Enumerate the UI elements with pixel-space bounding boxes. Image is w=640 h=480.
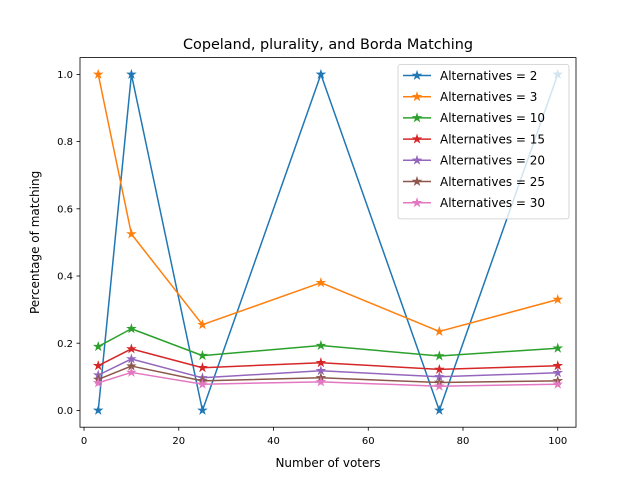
chart-title: Copeland, plurality, and Borda Matching [183,37,473,53]
data-point-star [315,68,327,79]
data-point-star [434,363,445,374]
legend-box [397,64,570,220]
data-point-star [126,366,137,377]
legend-marker-star [411,133,423,144]
data-point-star [92,404,104,415]
x-tick-label: 100 [548,436,567,447]
x-tick-label: 40 [267,436,280,447]
data-point-star [434,325,445,336]
data-point-star [126,228,137,239]
series-4 [92,343,564,374]
data-point-star [126,68,137,79]
x-tick-label: 0 [81,436,87,447]
legend-label: Alternatives = 10 [440,111,545,125]
legend-entry: Alternatives = 15 [403,132,545,146]
legend-marker-star [411,154,423,165]
x-axis: 0 20 40 60 80 100 [81,427,567,447]
legend-entry: Alternatives = 10 [403,111,545,125]
legend-marker-star [411,175,423,187]
data-point-star [552,367,564,378]
series-7 [92,366,564,391]
data-point-star [434,350,445,361]
legend: Alternatives = 2 Alternatives = 3 Alternat… [397,64,570,220]
data-point-star [92,68,104,79]
legend-marker-star [411,197,423,208]
data-point-star [315,339,327,351]
legend-label: Alternatives = 20 [440,154,545,168]
y-tick-label: 0.8 [57,137,73,148]
data-point-star [197,350,208,361]
data-point-star [552,293,564,305]
data-point-star [552,342,564,353]
series-line [97,348,558,371]
y-axis: 0.0 0.2 0.4 0.6 0.8 1.0 [57,70,80,417]
x-tick-label: 60 [362,436,375,447]
legend-entry: Alternatives = 25 [403,175,545,189]
series-line [97,328,558,357]
data-point-star [92,360,104,371]
series-line [98,371,558,387]
series-3 [92,323,564,361]
data-point-star [434,404,445,415]
legend-marker-star [411,91,423,102]
y-tick-label: 0.4 [57,272,73,283]
series-line [97,74,558,333]
plot-frame [79,57,577,428]
legend-label: Alternatives = 15 [440,132,545,146]
legend-entry: Alternatives = 3 [403,90,537,104]
legend-entry: Alternatives = 30 [403,196,545,210]
data-point-star [315,357,327,368]
data-point-star [315,376,327,387]
data-point-star [434,380,445,391]
data-point-star [126,343,137,354]
data-point-star [197,378,208,389]
x-axis-label: Number of voters [275,456,380,470]
series-line [97,358,558,379]
y-tick-label: 1.0 [57,70,73,81]
series-line [97,365,558,384]
data-point-star [197,404,208,415]
y-tick-label: 0.0 [57,406,73,417]
plot-content [92,68,564,415]
data-point-star [197,362,208,373]
data-point-star [552,378,564,389]
y-tick-label: 0.6 [57,204,73,215]
x-tick-label: 20 [172,436,185,447]
legend-label: Alternatives = 25 [440,175,545,189]
legend-label: Alternatives = 30 [440,196,545,210]
legend-entry: Alternatives = 2 [403,69,537,83]
data-point-star [92,377,104,388]
y-axis-label: Percentage of matching [28,171,42,314]
legend-label: Alternatives = 2 [440,69,537,83]
data-point-star [126,323,137,334]
data-point-star [92,340,104,352]
data-point-star [315,277,327,288]
legend-marker-star [411,69,423,81]
y-tick-label: 0.2 [57,339,73,350]
legend-marker-star [411,112,423,123]
series-2 [92,68,564,336]
x-tick-label: 80 [457,436,470,447]
legend-entry: Alternatives = 20 [403,154,545,168]
legend-label: Alternatives = 3 [440,90,537,104]
data-point-star [197,319,208,330]
